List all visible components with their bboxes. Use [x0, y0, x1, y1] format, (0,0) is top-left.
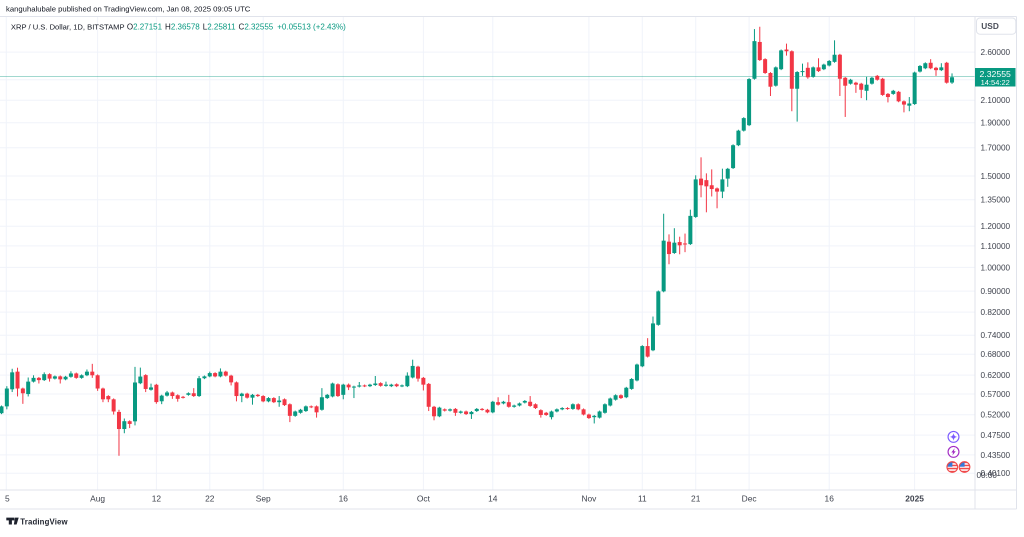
svg-text:11: 11 [638, 494, 647, 504]
svg-text:Sep: Sep [256, 494, 271, 504]
svg-text:2025: 2025 [905, 494, 924, 504]
svg-text:0.40100: 0.40100 [981, 469, 1011, 478]
svg-text:14: 14 [488, 494, 498, 504]
svg-text:0.74000: 0.74000 [981, 331, 1011, 340]
svg-text:0.68000: 0.68000 [981, 350, 1011, 359]
svg-text:Aug: Aug [90, 494, 105, 504]
svg-text:0.47500: 0.47500 [981, 431, 1011, 440]
svg-text:Dec: Dec [742, 494, 757, 504]
svg-text:5: 5 [5, 494, 10, 504]
svg-text:1.50000: 1.50000 [981, 172, 1011, 181]
svg-text:0.82000: 0.82000 [981, 308, 1011, 317]
svg-text:22: 22 [205, 494, 215, 504]
svg-text:1.20000: 1.20000 [981, 222, 1011, 231]
svg-text:Oct: Oct [417, 494, 431, 504]
svg-text:kanguhalubale published on Tra: kanguhalubale published on TradingView.c… [6, 4, 251, 13]
svg-text:14:54:22: 14:54:22 [981, 78, 1010, 87]
svg-text:TradingView: TradingView [20, 517, 68, 526]
svg-text:0.57000: 0.57000 [981, 390, 1011, 399]
svg-text:0.90000: 0.90000 [981, 287, 1011, 296]
svg-text:2.10000: 2.10000 [981, 96, 1011, 105]
svg-text:1.90000: 1.90000 [981, 119, 1011, 128]
svg-text:0.62000: 0.62000 [981, 371, 1011, 380]
svg-text:Nov: Nov [581, 494, 597, 504]
svg-text:1.10000: 1.10000 [981, 242, 1011, 251]
svg-text:1.35000: 1.35000 [981, 196, 1011, 205]
svg-text:00:00: 00:00 [977, 471, 998, 480]
svg-text:0.43500: 0.43500 [981, 451, 1011, 460]
svg-text:1.70000: 1.70000 [981, 144, 1011, 153]
svg-text:USD: USD [981, 21, 999, 31]
svg-text:16: 16 [825, 494, 835, 504]
svg-text:16: 16 [339, 494, 349, 504]
svg-text:1.00000: 1.00000 [981, 263, 1011, 272]
svg-text:XRP / U.S. Dollar, 1D, BITSTAM: XRP / U.S. Dollar, 1D, BITSTAMP [11, 22, 125, 31]
svg-text:0.52000: 0.52000 [981, 411, 1011, 420]
svg-text:2.60000: 2.60000 [981, 48, 1011, 57]
svg-text:21: 21 [691, 494, 701, 504]
svg-text:12: 12 [152, 494, 162, 504]
svg-text:2.32555: 2.32555 [979, 69, 1011, 79]
